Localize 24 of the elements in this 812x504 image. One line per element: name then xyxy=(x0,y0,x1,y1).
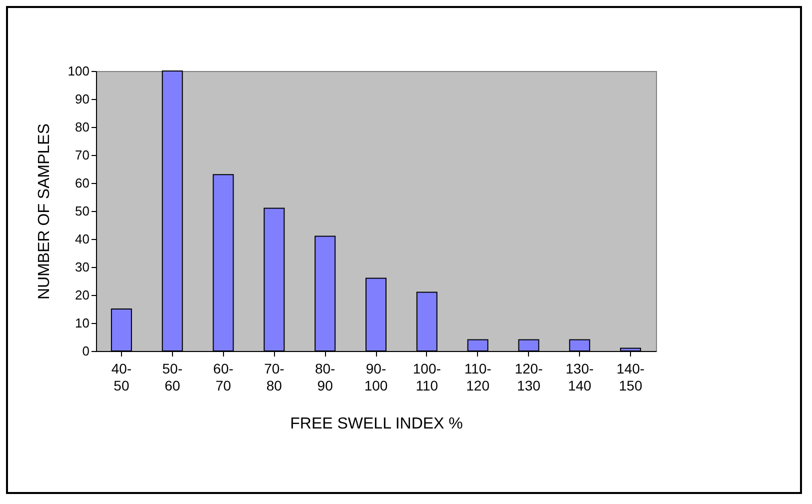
x-tick-label: 80-90 xyxy=(314,360,336,394)
x-tick-label: 40-50 xyxy=(111,360,132,394)
x-tick-label: 60-70 xyxy=(213,360,234,394)
x-tick-label: 110-120 xyxy=(464,360,492,394)
x-tick-label: 130-140 xyxy=(566,360,594,394)
x-tick-label: 100-110 xyxy=(412,360,442,394)
y-tick-label: 0 xyxy=(82,344,90,358)
x-tick-label: 90-100 xyxy=(364,360,388,394)
x-tick-label: 50-60 xyxy=(162,360,183,394)
y-tick-label: 10 xyxy=(75,316,90,330)
x-tick-label: 70-80 xyxy=(264,360,285,394)
y-tick-label: 60 xyxy=(75,176,90,190)
y-tick-label: 20 xyxy=(75,288,90,302)
y-tick-label: 100 xyxy=(68,64,90,78)
y-tick-label: 50 xyxy=(75,204,90,218)
y-axis-title: NUMBER OF SAMPLES xyxy=(36,123,53,300)
y-tick-label: 40 xyxy=(75,232,90,246)
y-tick-label: 30 xyxy=(75,260,90,274)
y-tick-label: 90 xyxy=(75,92,90,106)
y-tick-label: 70 xyxy=(75,148,90,162)
y-tick-label: 80 xyxy=(75,120,90,134)
x-tick-label: 120-130 xyxy=(514,360,544,394)
x-axis-title: FREE SWELL INDEX % xyxy=(290,416,463,432)
x-tick-label: 140-150 xyxy=(616,360,645,394)
